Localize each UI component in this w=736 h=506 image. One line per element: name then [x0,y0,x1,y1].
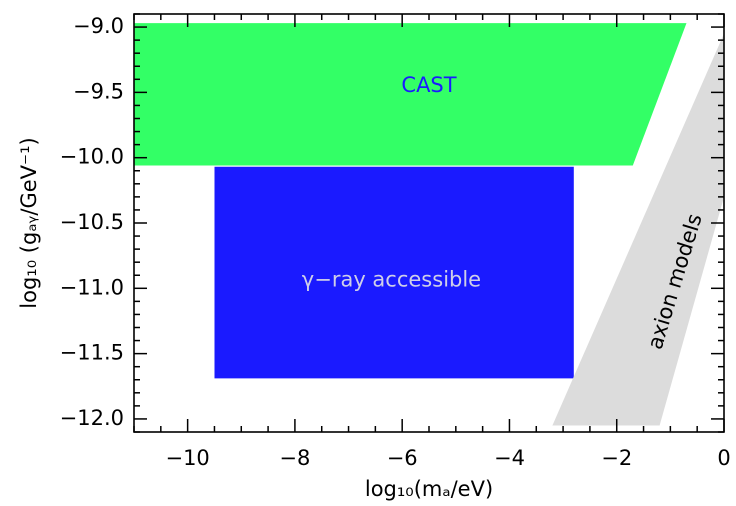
y-tick-label: −9.0 [73,14,124,38]
region-label-0: CAST [401,73,456,97]
y-tick-label: −11.5 [60,341,124,365]
y-tick-label: −10.5 [60,210,124,234]
y-tick-label: −11.0 [60,275,124,299]
region-label-1: γ−ray accessible [302,267,481,291]
x-tick-label: 0 [717,446,730,470]
x-tick-label: −6 [387,446,418,470]
x-tick-label: −8 [279,446,310,470]
x-tick-label: −4 [494,446,525,470]
y-axis-title: log₁₀ (gₐᵧ/GeV⁻¹) [17,137,41,308]
x-axis-title: log₁₀(mₐ/eV) [365,477,493,501]
x-tick-label: −2 [601,446,632,470]
x-tick-label: −10 [165,446,209,470]
y-tick-label: −10.0 [60,145,124,169]
y-tick-label: −12.0 [60,406,124,430]
y-tick-label: −9.5 [73,79,124,103]
